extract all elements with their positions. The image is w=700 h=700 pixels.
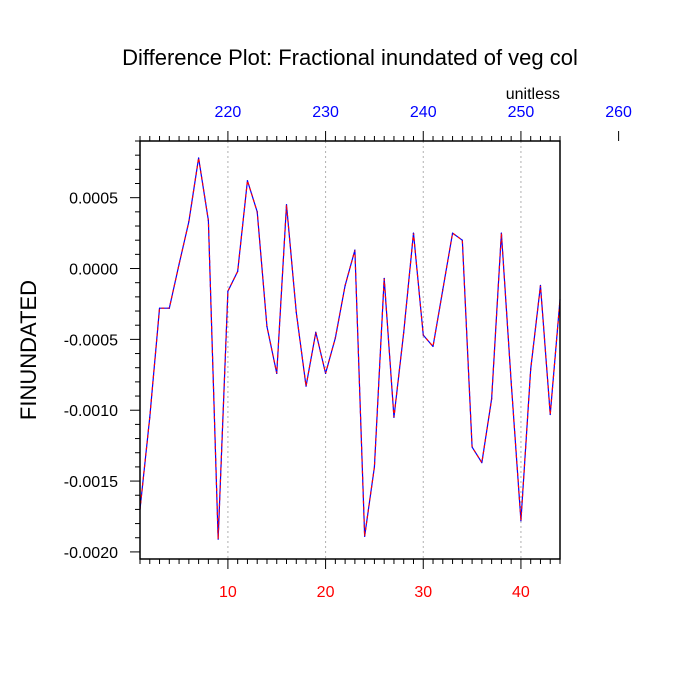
x-tick-label-bottom-10: 10 — [219, 584, 237, 601]
data-point-12 — [246, 180, 249, 182]
x-tick-label-top-260: 260 — [605, 104, 632, 121]
data-point-3 — [158, 307, 161, 309]
data-point-8 — [207, 219, 209, 221]
data-point-11 — [237, 270, 239, 272]
data-point-34 — [461, 239, 463, 241]
data-point-7 — [198, 157, 200, 159]
y-tick-label-3: -0.0010 — [64, 403, 118, 420]
data-point-22 — [344, 284, 346, 287]
data-point-15 — [276, 372, 278, 374]
data-point-19 — [315, 331, 317, 333]
data-point-35 — [471, 446, 473, 448]
data-point-2 — [149, 416, 151, 418]
data-point-14 — [266, 326, 268, 328]
data-point-9 — [217, 538, 219, 540]
data-point-38 — [500, 232, 502, 234]
data-point-24 — [364, 535, 366, 537]
x-tick-label-top-230: 230 — [312, 104, 339, 121]
data-point-17 — [295, 311, 297, 314]
series-layer — [139, 157, 561, 540]
data-point-28 — [403, 331, 405, 333]
data-point-21 — [334, 337, 336, 339]
data-point-25 — [373, 466, 376, 468]
x-tick-label-top-220: 220 — [215, 104, 242, 121]
data-point-40 — [520, 520, 522, 522]
x-tick-label-bottom-30: 30 — [414, 584, 432, 601]
plot-frame — [139, 140, 561, 560]
x-tick-label-top-240: 240 — [410, 104, 437, 121]
data-point-29 — [412, 232, 415, 234]
y-tick-label-0: 0.0005 — [69, 191, 118, 208]
y-tick-label-1: 0.0000 — [69, 262, 118, 279]
data-point-37 — [491, 398, 493, 400]
data-point-4 — [168, 307, 170, 309]
x-tick-label-top-250: 250 — [508, 104, 535, 121]
data-point-13 — [256, 211, 258, 213]
data-point-16 — [285, 204, 288, 206]
data-point-6 — [188, 221, 190, 223]
data-point-20 — [324, 372, 327, 374]
data-point-43 — [549, 413, 551, 416]
data-point-10 — [227, 290, 229, 292]
y-tick-label-5: -0.0020 — [64, 545, 118, 562]
data-point-27 — [393, 416, 395, 418]
data-point-31 — [432, 345, 434, 348]
data-point-23 — [354, 249, 356, 251]
x-tick-label-bottom-40: 40 — [512, 584, 530, 601]
chart-title: Difference Plot: Fractional inundated of… — [122, 45, 578, 70]
axes: 10 20 30 40 220 230 240 250 260 0.0005 0.0000 -0.00… — [64, 104, 632, 601]
data-point-26 — [383, 277, 385, 280]
data-point-36 — [481, 462, 483, 464]
series-line-dash-difference — [139, 157, 561, 540]
data-point-41 — [530, 368, 532, 370]
x-tick-label-bottom-20: 20 — [317, 584, 335, 601]
data-point-5 — [178, 263, 180, 265]
data-point-39 — [510, 381, 512, 383]
y-tick-label-4: -0.0015 — [64, 474, 118, 491]
data-point-30 — [422, 334, 424, 336]
data-point-33 — [451, 232, 454, 234]
data-point-18 — [305, 385, 307, 387]
data-point-42 — [539, 284, 542, 287]
data-point-32 — [442, 289, 444, 291]
units-label: unitless — [506, 86, 560, 103]
series-line-difference — [139, 157, 561, 540]
y-axis-label: FINUNDATED — [16, 280, 41, 420]
y-tick-label-2: -0.0005 — [64, 332, 118, 349]
